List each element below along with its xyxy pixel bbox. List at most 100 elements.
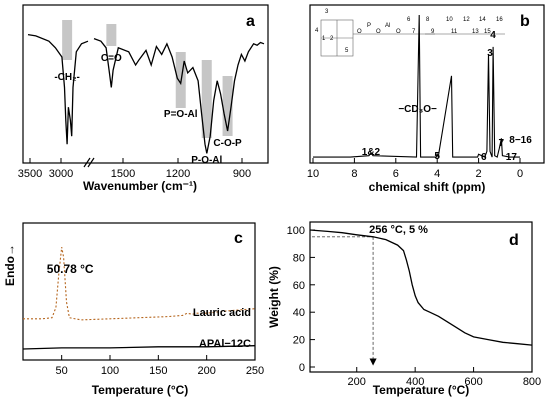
panel-a-letter: a: [246, 13, 255, 30]
d-ytick-label-3: 60: [293, 280, 305, 292]
nmr-peak-label-6: 7: [499, 138, 505, 149]
structure-label-0: 1: [322, 36, 326, 42]
nmr-peak-label-7: 8−16: [509, 135, 532, 146]
panel-c: c Endo→ 50.78 °C Lauric acid APAl−12C 50…: [3, 222, 264, 397]
d-ytick-label-2: 40: [293, 307, 305, 319]
axis-break-icon: [83, 157, 95, 168]
structure-label-15: 16: [496, 17, 503, 23]
panel-d-y-ticks: 0 20 40 60 80 100: [287, 225, 315, 374]
panel-a-xlabel: Wavenumber (cm⁻¹): [83, 179, 197, 193]
apal-12c-curve: [22, 345, 256, 350]
structure-label-10: 11: [451, 29, 458, 35]
structure-label-13: 14: [479, 17, 486, 23]
a-xtick-label-0: 3500: [18, 168, 42, 180]
panel-c-letter: c: [234, 230, 243, 247]
nmr-peak-label-1: −CD₃O−: [398, 104, 437, 115]
structure-atom-3: Al: [385, 23, 390, 29]
structure-label-12: 13: [472, 29, 479, 35]
lauric-acid-curve: [23, 246, 256, 321]
peak-highlight-0: [62, 20, 73, 60]
c-xtick-label-4: 250: [246, 365, 264, 377]
panel-a-peak-labels: -CH₂- C=O P=O-Al P-O-Al C-O-P: [54, 53, 242, 166]
structure-atom-1: P: [367, 23, 371, 29]
panel-a-x-ticks: 3500 3000 1500 1200 900: [18, 158, 251, 180]
panel-d-frame: [309, 221, 533, 373]
c-xtick-label-2: 150: [149, 365, 167, 377]
peak-highlight-1: [106, 24, 117, 46]
structure-label-2: 3: [325, 9, 329, 15]
structure-label-4: 5: [345, 48, 349, 54]
panel-a-highlights: [62, 20, 233, 138]
panel-b-letter: b: [520, 13, 530, 30]
structure-label-6: 7: [412, 29, 416, 35]
nmr-peak-label-8: 17: [506, 152, 518, 163]
peak-label-2: P=O-Al: [164, 109, 198, 120]
a-xtick-label-2: 1500: [111, 168, 135, 180]
peak-label-3: P-O-Al: [191, 155, 222, 166]
d-xtick-label-3: 800: [523, 376, 541, 388]
c-xtick-label-1: 100: [101, 365, 119, 377]
molecule-structure-icon: [320, 19, 505, 57]
d-xtick-label-2: 600: [464, 376, 482, 388]
panel-c-frame: [22, 222, 256, 361]
panel-d: d Weight (%) 256 °C, 5 % 200 400 600 800 0 2…: [267, 221, 541, 397]
peak-label-1: C=O: [101, 53, 122, 64]
structure-label-3: 4: [315, 28, 319, 34]
d-ytick-label-1: 20: [293, 335, 305, 347]
nmr-peak-label-0: 1&2: [362, 147, 381, 158]
panel-c-xlabel: Temperature (°C): [92, 383, 189, 397]
c-xtick-label-0: 50: [56, 365, 68, 377]
panel-c-ylabel: Endo→: [3, 244, 17, 286]
peak-label-0: -CH₂-: [54, 72, 80, 83]
apal-12c-label: APAl−12C: [199, 338, 251, 350]
nmr-peak-label-2: 5: [434, 151, 440, 162]
b-xtick-label-2: 6: [393, 168, 399, 180]
d-xtick-label-0: 200: [348, 376, 366, 388]
peak-highlight-4: [222, 76, 233, 136]
structure-atom-2: O: [376, 29, 381, 35]
nmr-peak-label-4: 3: [487, 48, 493, 59]
panel-d-letter: d: [509, 232, 519, 249]
b-xtick-label-5: 0: [517, 168, 523, 180]
panel-c-x-ticks: 50 100 150 200 250: [56, 355, 264, 377]
structure-atom-0: O: [357, 29, 362, 35]
lauric-acid-label: Lauric acid: [193, 307, 251, 319]
panel-a-spectrum-left: [27, 33, 89, 145]
panel-d-x-ticks: 200 400 600 800: [348, 367, 541, 388]
panel-a: a -CH₂- C=O P=O-Al P-O-Al C-O-P 3500 3000 1500…: [18, 4, 269, 193]
a-xtick-label-1: 3000: [49, 168, 73, 180]
structure-label-9: 10: [446, 17, 453, 23]
panel-b-peak-labels: 1&2 −CD₃O− 5 6 3 4 7 8−16 17: [362, 30, 532, 163]
panel-c-peak-annotation: 50.78 °C: [47, 262, 94, 276]
panel-b-xlabel: chemical shift (ppm): [369, 180, 486, 194]
a-xtick-label-3: 1200: [166, 168, 190, 180]
b-xtick-label-4: 2: [476, 168, 482, 180]
panel-a-frame: [22, 4, 269, 164]
structure-label-8: 9: [431, 29, 435, 35]
structure-atom-4: O: [396, 29, 401, 35]
structure-label-1: 2: [330, 36, 334, 42]
d-xtick-label-1: 400: [406, 376, 424, 388]
panel-d-annotation: 256 °C, 5 %: [369, 224, 428, 236]
structure-label-11: 12: [463, 17, 470, 23]
panel-d-xlabel: Temperature (°C): [373, 383, 470, 397]
peak-highlight-3: [201, 60, 212, 138]
structure-label-5: 6: [407, 17, 411, 23]
panel-b-x-ticks: 10 8 6 4 2 0: [307, 158, 523, 180]
d-ytick-label-4: 80: [293, 252, 305, 264]
panel-a-spectrum-right: [93, 37, 265, 154]
a-xtick-label-4: 900: [233, 168, 251, 180]
panel-b-frame: [309, 4, 545, 164]
structure-label-7: 8: [426, 17, 430, 23]
nmr-peak-label-3: 6: [481, 152, 487, 163]
b-xtick-label-1: 8: [351, 168, 357, 180]
panel-b-spectrum: [313, 14, 520, 158]
peak-label-4: C-O-P: [213, 138, 242, 149]
tga-curve: [309, 229, 533, 346]
panel-d-ylabel: Weight (%): [267, 266, 281, 328]
b-xtick-label-0: 10: [307, 168, 319, 180]
b-xtick-label-3: 4: [434, 168, 440, 180]
